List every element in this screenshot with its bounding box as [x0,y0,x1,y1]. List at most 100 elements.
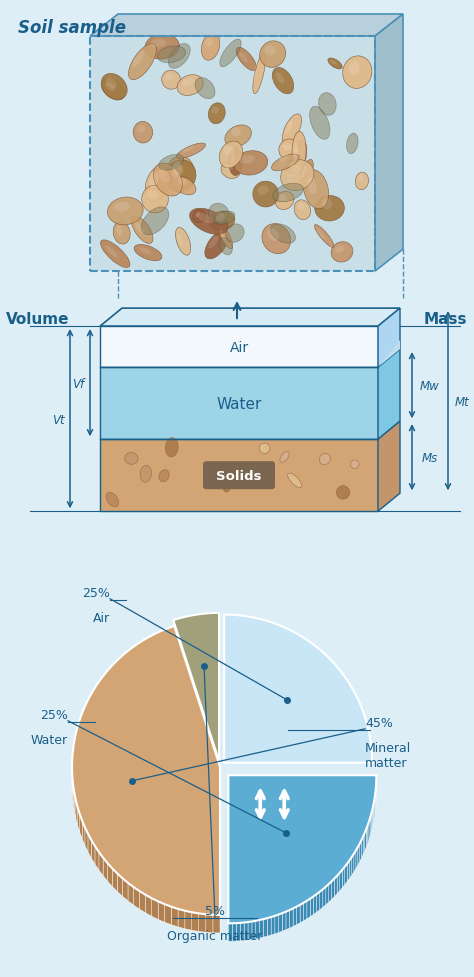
Polygon shape [260,919,264,938]
Text: Mass: Mass [423,312,467,326]
Ellipse shape [286,161,301,175]
Ellipse shape [230,153,235,166]
Ellipse shape [100,240,130,269]
Polygon shape [152,898,158,919]
Polygon shape [283,912,286,931]
Polygon shape [82,821,85,845]
Ellipse shape [317,231,326,240]
Ellipse shape [253,54,265,95]
Ellipse shape [303,171,328,209]
Text: Solids: Solids [216,469,262,483]
Polygon shape [378,350,400,440]
Polygon shape [74,793,76,819]
Polygon shape [240,922,244,941]
Polygon shape [363,833,365,855]
Polygon shape [139,891,146,913]
Ellipse shape [225,165,233,171]
Polygon shape [192,913,199,931]
Polygon shape [90,37,375,272]
Polygon shape [342,867,345,888]
Ellipse shape [196,214,213,224]
Polygon shape [128,883,134,906]
Polygon shape [332,878,335,900]
Text: Vf: Vf [72,377,84,390]
Text: 25%: 25% [82,586,110,599]
Ellipse shape [134,245,162,262]
Ellipse shape [182,79,193,87]
Ellipse shape [260,42,286,68]
Polygon shape [368,822,369,843]
Polygon shape [123,878,128,901]
Polygon shape [349,857,352,878]
Ellipse shape [356,173,368,191]
Polygon shape [372,807,373,828]
Polygon shape [80,814,82,839]
Polygon shape [236,923,240,941]
Polygon shape [213,914,220,933]
Text: Vs: Vs [115,469,129,483]
Polygon shape [290,909,293,928]
Ellipse shape [225,126,251,148]
Polygon shape [358,844,360,865]
Polygon shape [340,870,342,891]
Ellipse shape [276,73,284,85]
Ellipse shape [145,166,171,202]
Ellipse shape [288,474,302,488]
Ellipse shape [349,62,359,76]
FancyBboxPatch shape [203,462,275,489]
Polygon shape [347,861,349,881]
Polygon shape [371,811,372,832]
Ellipse shape [219,231,226,241]
Polygon shape [275,914,279,934]
Polygon shape [362,836,363,858]
Ellipse shape [297,204,304,211]
Text: Water: Water [31,733,68,746]
Ellipse shape [128,45,156,81]
Text: Mt: Mt [455,396,469,408]
Polygon shape [326,884,329,905]
Ellipse shape [219,142,243,169]
Polygon shape [228,776,376,923]
Polygon shape [352,854,354,875]
Ellipse shape [310,107,330,140]
Ellipse shape [209,204,229,225]
Ellipse shape [319,94,336,116]
Polygon shape [103,858,108,881]
Polygon shape [279,913,283,933]
Ellipse shape [294,200,310,221]
Ellipse shape [222,477,232,492]
Ellipse shape [239,53,248,64]
Polygon shape [158,902,164,922]
Ellipse shape [101,80,125,101]
Ellipse shape [195,78,215,100]
Polygon shape [365,829,366,851]
Ellipse shape [275,192,294,210]
Ellipse shape [173,161,182,176]
Ellipse shape [168,45,190,69]
Ellipse shape [259,444,270,454]
Polygon shape [286,911,290,930]
Ellipse shape [116,226,122,236]
Text: Water: Water [216,397,262,411]
Ellipse shape [272,155,299,172]
Text: 45%: 45% [365,716,393,729]
Ellipse shape [205,232,228,260]
Polygon shape [373,803,374,825]
Ellipse shape [331,242,353,263]
Ellipse shape [114,202,130,212]
Polygon shape [100,326,378,367]
Polygon shape [78,808,80,832]
Polygon shape [378,422,400,512]
Ellipse shape [234,151,268,176]
Ellipse shape [314,226,334,248]
Ellipse shape [131,217,153,244]
Polygon shape [228,923,232,942]
Ellipse shape [307,178,317,195]
Polygon shape [267,917,271,936]
Ellipse shape [214,473,225,488]
Ellipse shape [201,33,220,62]
Polygon shape [264,918,267,937]
Ellipse shape [292,141,307,176]
Ellipse shape [165,439,178,457]
Text: Vt: Vt [52,413,64,426]
